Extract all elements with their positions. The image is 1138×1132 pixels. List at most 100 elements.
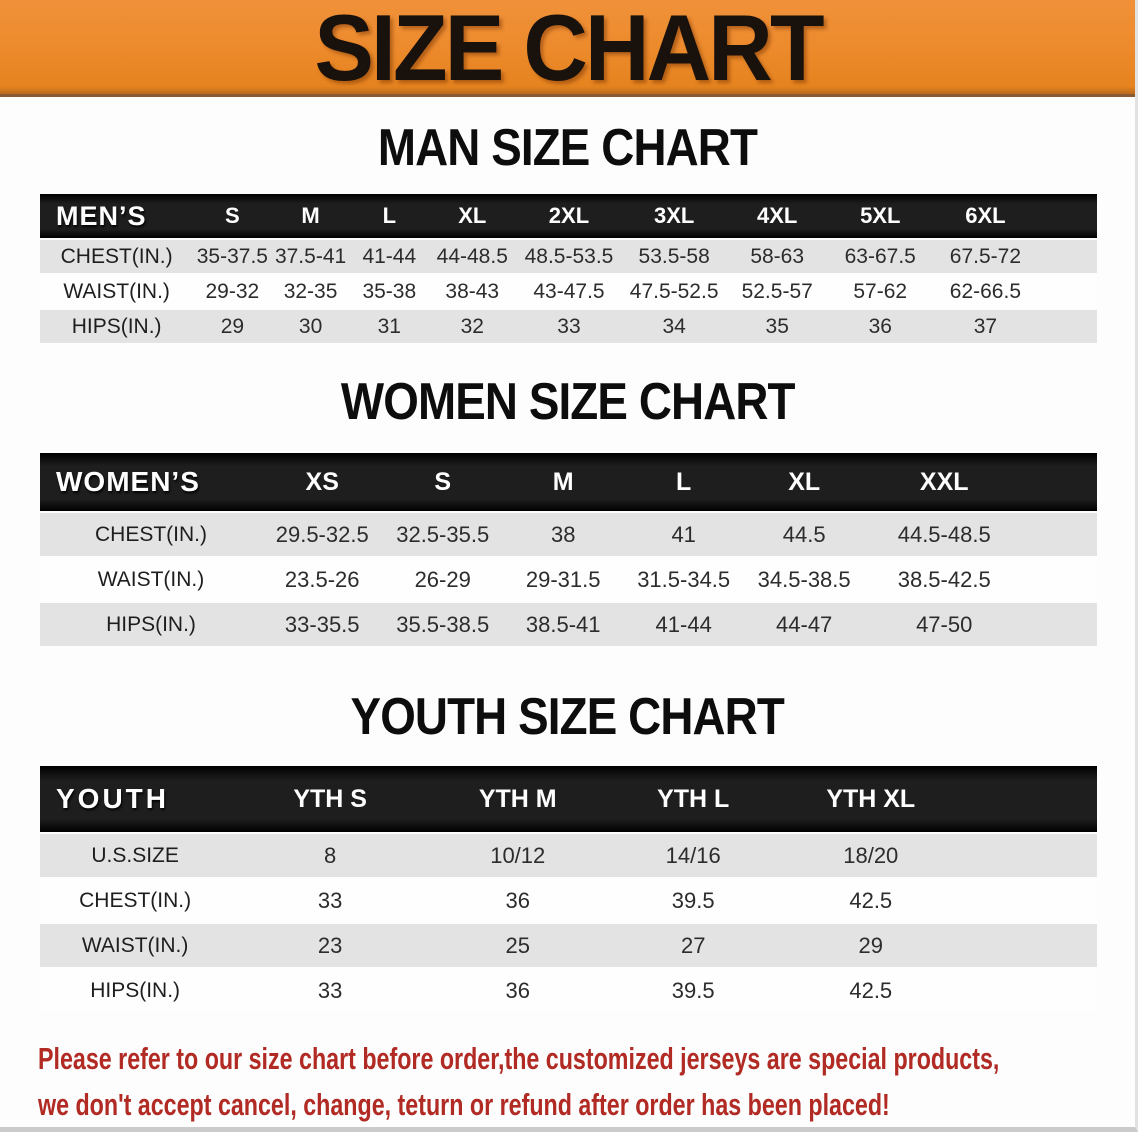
column-header: XL — [743, 453, 865, 511]
column-header: M — [502, 453, 624, 511]
size-value-cell: 44-48.5 — [428, 240, 516, 273]
size-value-cell: 35.5-38.5 — [382, 603, 503, 646]
disclaimer-text: Please refer to our size chart before or… — [38, 1036, 1135, 1128]
size-value-cell: 57-62 — [828, 275, 933, 308]
spacer-cell — [960, 879, 1097, 922]
column-header: L — [349, 194, 429, 238]
banner-title: SIZE CHART — [313, 0, 824, 100]
row-label: HIPS(IN.) — [40, 310, 194, 343]
size-value-cell: 36 — [828, 310, 933, 343]
size-value-cell: 34.5-38.5 — [743, 558, 865, 601]
size-value-cell: 38 — [502, 513, 624, 556]
size-value-cell: 42.5 — [780, 879, 961, 922]
size-value-cell: 47.5-52.5 — [622, 275, 726, 308]
size-value-cell: 43-47.5 — [515, 275, 623, 308]
row-label: WAIST(IN.) — [40, 924, 231, 967]
size-value-cell: 53.5-58 — [622, 240, 726, 273]
youth-header-row: YOUTH YTH S YTH M YTH L YTH XL — [40, 766, 1097, 832]
size-value-cell: 58-63 — [725, 240, 829, 273]
row-label: HIPS(IN.) — [40, 969, 231, 1012]
men-hips-row: HIPS(IN.) 29 30 31 32 33 34 35 36 37 — [40, 310, 1097, 343]
disclaimer-line-1: Please refer to our size chart before or… — [38, 1041, 1000, 1076]
size-value-cell: 23.5-26 — [261, 558, 383, 601]
size-value-cell: 36 — [430, 879, 606, 922]
size-value-cell: 47-50 — [864, 603, 1024, 646]
men-waist-row: WAIST(IN.) 29-32 32-35 35-38 38-43 43-47… — [40, 275, 1097, 308]
size-value-cell: 62-66.5 — [932, 275, 1039, 308]
size-value-cell: 33 — [230, 879, 431, 922]
size-value-cell: 10/12 — [430, 834, 606, 877]
column-header: XL — [428, 194, 516, 238]
column-header: 2XL — [515, 194, 623, 238]
row-label: U.S.SIZE — [40, 834, 231, 877]
column-header: XS — [261, 453, 383, 511]
size-value-cell: 14/16 — [605, 834, 781, 877]
column-header: 6XL — [932, 194, 1039, 238]
spacer-cell — [1024, 603, 1097, 646]
spacer-cell — [1024, 453, 1097, 511]
size-value-cell: 63-67.5 — [828, 240, 933, 273]
spacer-cell — [1038, 310, 1097, 343]
column-header: M — [271, 194, 350, 238]
spacer-cell — [960, 924, 1097, 967]
spacer-cell — [960, 834, 1097, 877]
table-corner-label: MEN’S — [40, 194, 194, 238]
size-value-cell: 32 — [428, 310, 516, 343]
size-value-cell: 8 — [230, 834, 431, 877]
size-value-cell: 32-35 — [271, 275, 350, 308]
size-value-cell: 42.5 — [780, 969, 961, 1012]
spacer-cell — [960, 969, 1097, 1012]
column-header: 5XL — [828, 194, 933, 238]
spacer-cell — [1024, 558, 1097, 601]
banner: SIZE CHART — [0, 0, 1135, 97]
size-value-cell: 44.5-48.5 — [864, 513, 1024, 556]
men-chest-row: CHEST(IN.) 35-37.5 37.5-41 41-44 44-48.5… — [40, 240, 1097, 273]
youth-size-table: YOUTH YTH S YTH M YTH L YTH XL U.S.SIZE … — [40, 764, 1097, 1014]
women-hips-row: HIPS(IN.) 33-35.5 35.5-38.5 38.5-41 41-4… — [40, 603, 1097, 646]
size-value-cell: 33 — [230, 969, 431, 1012]
spacer-cell — [1038, 275, 1097, 308]
women-waist-row: WAIST(IN.) 23.5-26 26-29 29-31.5 31.5-34… — [40, 558, 1097, 601]
row-label: CHEST(IN.) — [40, 879, 231, 922]
men-size-table: MEN’S S M L XL 2XL 3XL 4XL 5XL 6XL CHEST… — [40, 192, 1097, 345]
size-value-cell: 44-47 — [743, 603, 865, 646]
size-value-cell: 41 — [623, 513, 744, 556]
size-value-cell: 29-32 — [193, 275, 272, 308]
youth-chest-row: CHEST(IN.) 33 36 39.5 42.5 — [40, 879, 1097, 922]
size-value-cell: 35-37.5 — [193, 240, 272, 273]
size-value-cell: 26-29 — [382, 558, 503, 601]
row-label: WAIST(IN.) — [40, 275, 194, 308]
size-value-cell: 32.5-35.5 — [382, 513, 503, 556]
size-value-cell: 52.5-57 — [725, 275, 829, 308]
size-value-cell: 31.5-34.5 — [623, 558, 744, 601]
size-value-cell: 38.5-41 — [502, 603, 624, 646]
disclaimer-line-2: we don't accept cancel, change, teturn o… — [38, 1087, 890, 1122]
row-label: HIPS(IN.) — [40, 603, 262, 646]
column-header: S — [193, 194, 272, 238]
column-header: XXL — [864, 453, 1024, 511]
women-chart-title: WOMEN SIZE CHART — [340, 373, 796, 431]
column-header: L — [623, 453, 744, 511]
size-value-cell: 38-43 — [428, 275, 516, 308]
spacer-cell — [1038, 240, 1097, 273]
table-corner-label: YOUTH — [40, 766, 231, 832]
size-value-cell: 23 — [230, 924, 431, 967]
row-label: CHEST(IN.) — [40, 240, 194, 273]
column-header: YTH XL — [780, 766, 961, 832]
youth-waist-row: WAIST(IN.) 23 25 27 29 — [40, 924, 1097, 967]
spacer-cell — [960, 766, 1097, 832]
column-header: YTH L — [605, 766, 781, 832]
size-value-cell: 29-31.5 — [502, 558, 624, 601]
column-header: 4XL — [725, 194, 829, 238]
size-value-cell: 33 — [515, 310, 623, 343]
size-value-cell: 37.5-41 — [271, 240, 350, 273]
size-value-cell: 37 — [932, 310, 1039, 343]
women-header-row: WOMEN’S XS S M L XL XXL — [40, 453, 1097, 511]
size-value-cell: 39.5 — [605, 879, 781, 922]
size-value-cell: 41-44 — [349, 240, 429, 273]
youth-hips-row: HIPS(IN.) 33 36 39.5 42.5 — [40, 969, 1097, 1012]
size-value-cell: 33-35.5 — [261, 603, 383, 646]
size-value-cell: 35-38 — [349, 275, 429, 308]
size-value-cell: 44.5 — [743, 513, 865, 556]
